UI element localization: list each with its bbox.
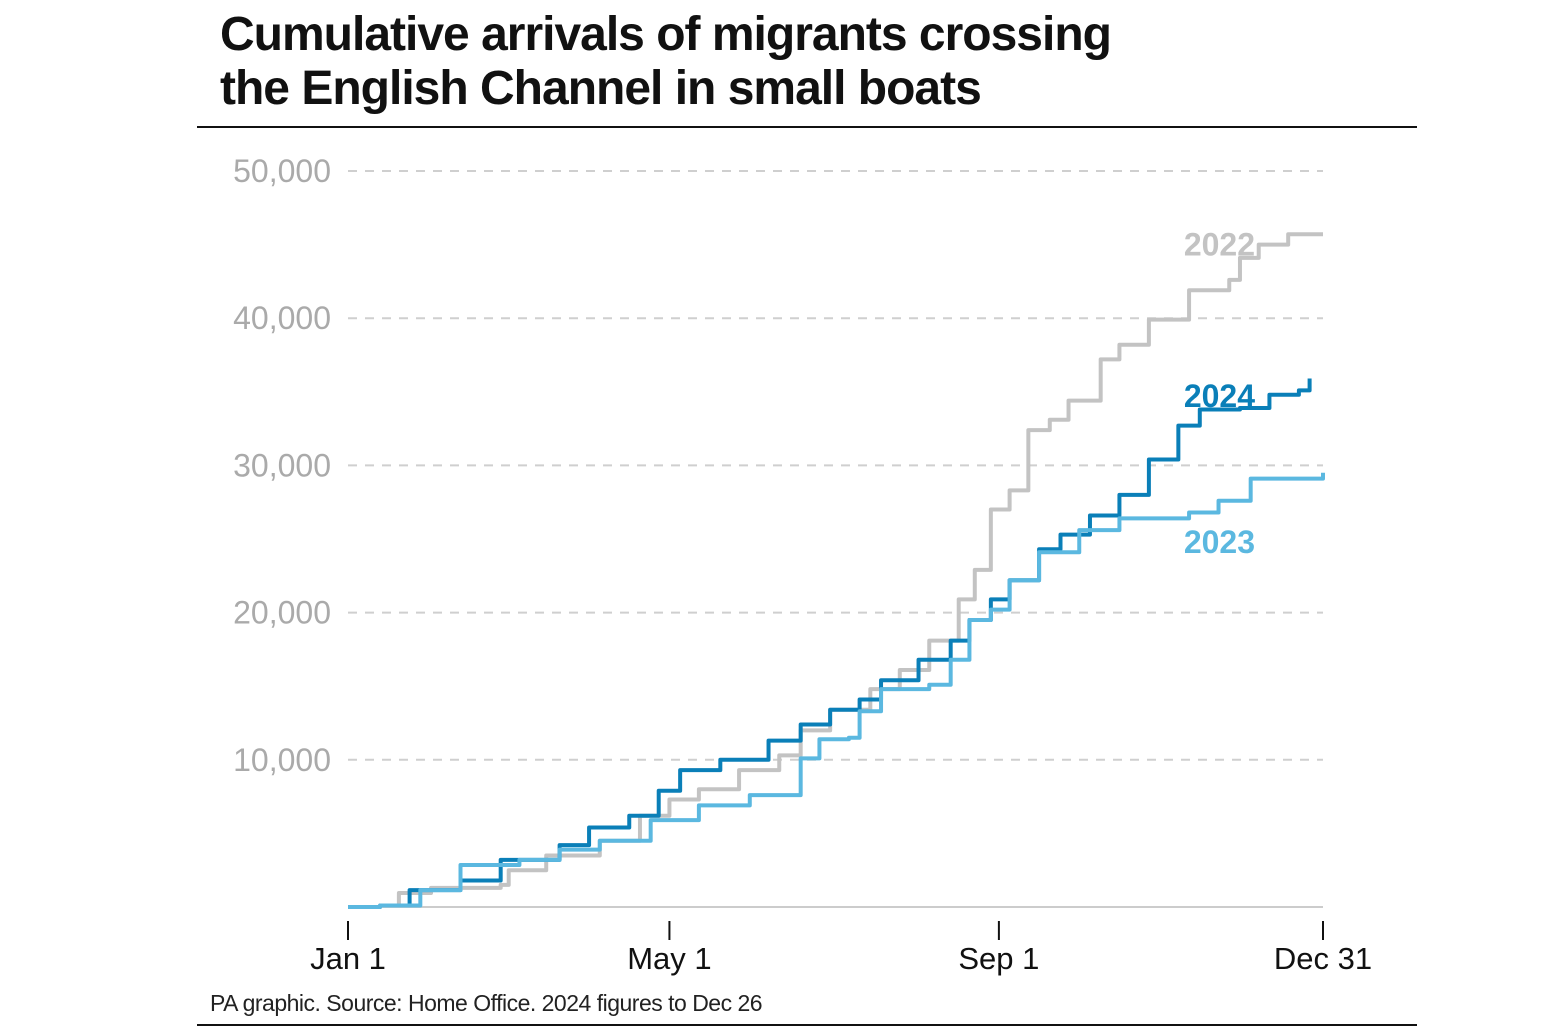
y-tick-label: 20,000	[233, 595, 331, 631]
series-label-2023: 2023	[1184, 524, 1255, 560]
title-line-2: the English Channel in small boats	[220, 62, 982, 115]
y-tick-label: 30,000	[233, 447, 331, 483]
title-line-1: Cumulative arrivals of migrants crossing	[220, 8, 1112, 61]
y-tick-label: 10,000	[233, 742, 331, 778]
x-tick-label: Sep 1	[958, 941, 1039, 976]
x-tick-label: Jan 1	[310, 941, 386, 976]
y-tick-label: 40,000	[233, 300, 331, 336]
series-label-2024: 2024	[1184, 378, 1255, 414]
series-line-2024	[348, 378, 1312, 909]
x-tick-label: Dec 31	[1274, 941, 1372, 976]
series-label-2022: 2022	[1184, 227, 1255, 263]
top-rule	[197, 126, 1417, 128]
series-line-2022	[348, 232, 1323, 909]
series-line-2023	[348, 472, 1325, 909]
chart-title: Cumulative arrivals of migrants crossing…	[220, 8, 1112, 116]
bottom-rule	[197, 1024, 1417, 1026]
y-tick-label: 50,000	[233, 153, 331, 189]
x-tick-label: May 1	[627, 941, 711, 976]
source-footer: PA graphic. Source: Home Office. 2024 fi…	[210, 990, 763, 1016]
